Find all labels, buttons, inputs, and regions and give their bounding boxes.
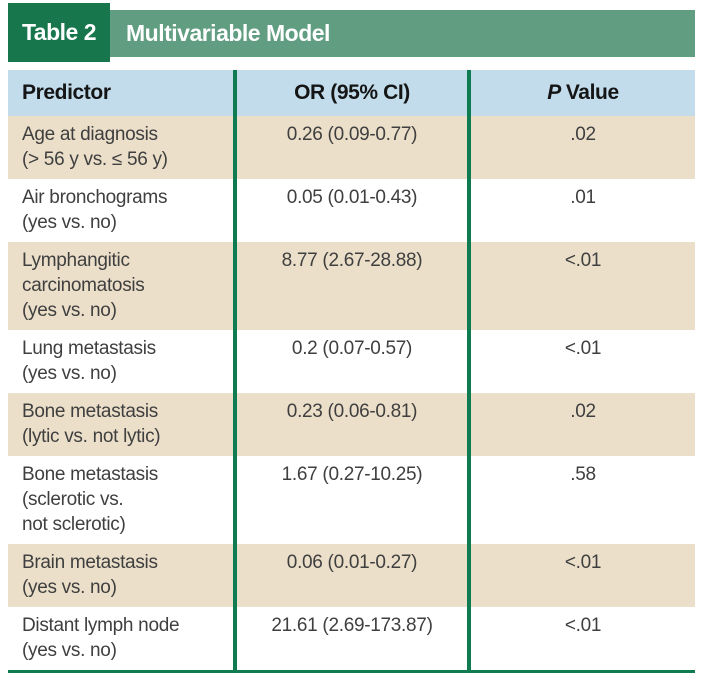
data-table: Predictor OR (95% CI) P Value Age at dia… (8, 70, 695, 673)
predictor-cell: Distant lymph node (yes vs. no) (22, 615, 180, 661)
p-value-cell: .58 (467, 456, 695, 544)
predictor-cell: Air bronchograms (yes vs. no) (22, 187, 168, 233)
title-bar-background (8, 10, 695, 57)
or-ci-cell: 8.77 (2.67-28.88) (233, 242, 467, 330)
predictor-cell: Bone metastasis (sclerotic vs. not scler… (22, 464, 158, 535)
table-row: Bone metastasis (lytic vs. not lytic) 0.… (8, 393, 695, 456)
table-number-tag: Table 2 (8, 3, 110, 62)
table-row: Lymphangitic carcinomatosis (yes vs. no)… (8, 242, 695, 330)
table-title-bar: Table 2 Multivariable Model (8, 3, 695, 62)
table-body: Age at diagnosis (> 56 y vs. ≤ 56 y) 0.2… (8, 116, 695, 670)
or-ci-cell: 21.61 (2.69-173.87) (233, 607, 467, 670)
p-value-cell: <.01 (467, 544, 695, 607)
p-value-cell: .01 (467, 179, 695, 242)
p-value-cell: <.01 (467, 607, 695, 670)
table-row: Bone metastasis (sclerotic vs. not scler… (8, 456, 695, 544)
table-row: Brain metastasis (yes vs. no) 0.06 (0.01… (8, 544, 695, 607)
p-value-cell: .02 (467, 393, 695, 456)
header-p-italic: P (547, 81, 561, 104)
header-predictor: Predictor (22, 81, 111, 104)
or-ci-cell: 0.06 (0.01-0.27) (233, 544, 467, 607)
header-p-rest: Value (565, 81, 619, 104)
table-row: Lung metastasis (yes vs. no) 0.2 (0.07-0… (8, 330, 695, 393)
predictor-cell: Lymphangitic carcinomatosis (yes vs. no) (22, 250, 145, 321)
header-or-ci: OR (95% CI) (233, 70, 467, 116)
predictor-cell: Lung metastasis (yes vs. no) (22, 338, 156, 384)
predictor-cell: Brain metastasis (yes vs. no) (22, 552, 158, 598)
table-header-row: Predictor OR (95% CI) P Value (8, 70, 695, 116)
table-row: Air bronchograms (yes vs. no) 0.05 (0.01… (8, 179, 695, 242)
table-title: Multivariable Model (126, 20, 330, 46)
predictor-cell: Bone metastasis (lytic vs. not lytic) (22, 401, 161, 447)
p-value-cell: <.01 (467, 242, 695, 330)
predictor-cell: Age at diagnosis (> 56 y vs. ≤ 56 y) (22, 124, 168, 170)
header-p-value: P Value (467, 70, 695, 116)
or-ci-cell: 0.05 (0.01-0.43) (233, 179, 467, 242)
p-value-cell: <.01 (467, 330, 695, 393)
p-value-cell: .02 (467, 116, 695, 179)
or-ci-cell: 0.2 (0.07-0.57) (233, 330, 467, 393)
table-row: Age at diagnosis (> 56 y vs. ≤ 56 y) 0.2… (8, 116, 695, 179)
table-row: Distant lymph node (yes vs. no) 21.61 (2… (8, 607, 695, 670)
or-ci-cell: 0.23 (0.06-0.81) (233, 393, 467, 456)
or-ci-cell: 1.67 (0.27-10.25) (233, 456, 467, 544)
or-ci-cell: 0.26 (0.09-0.77) (233, 116, 467, 179)
